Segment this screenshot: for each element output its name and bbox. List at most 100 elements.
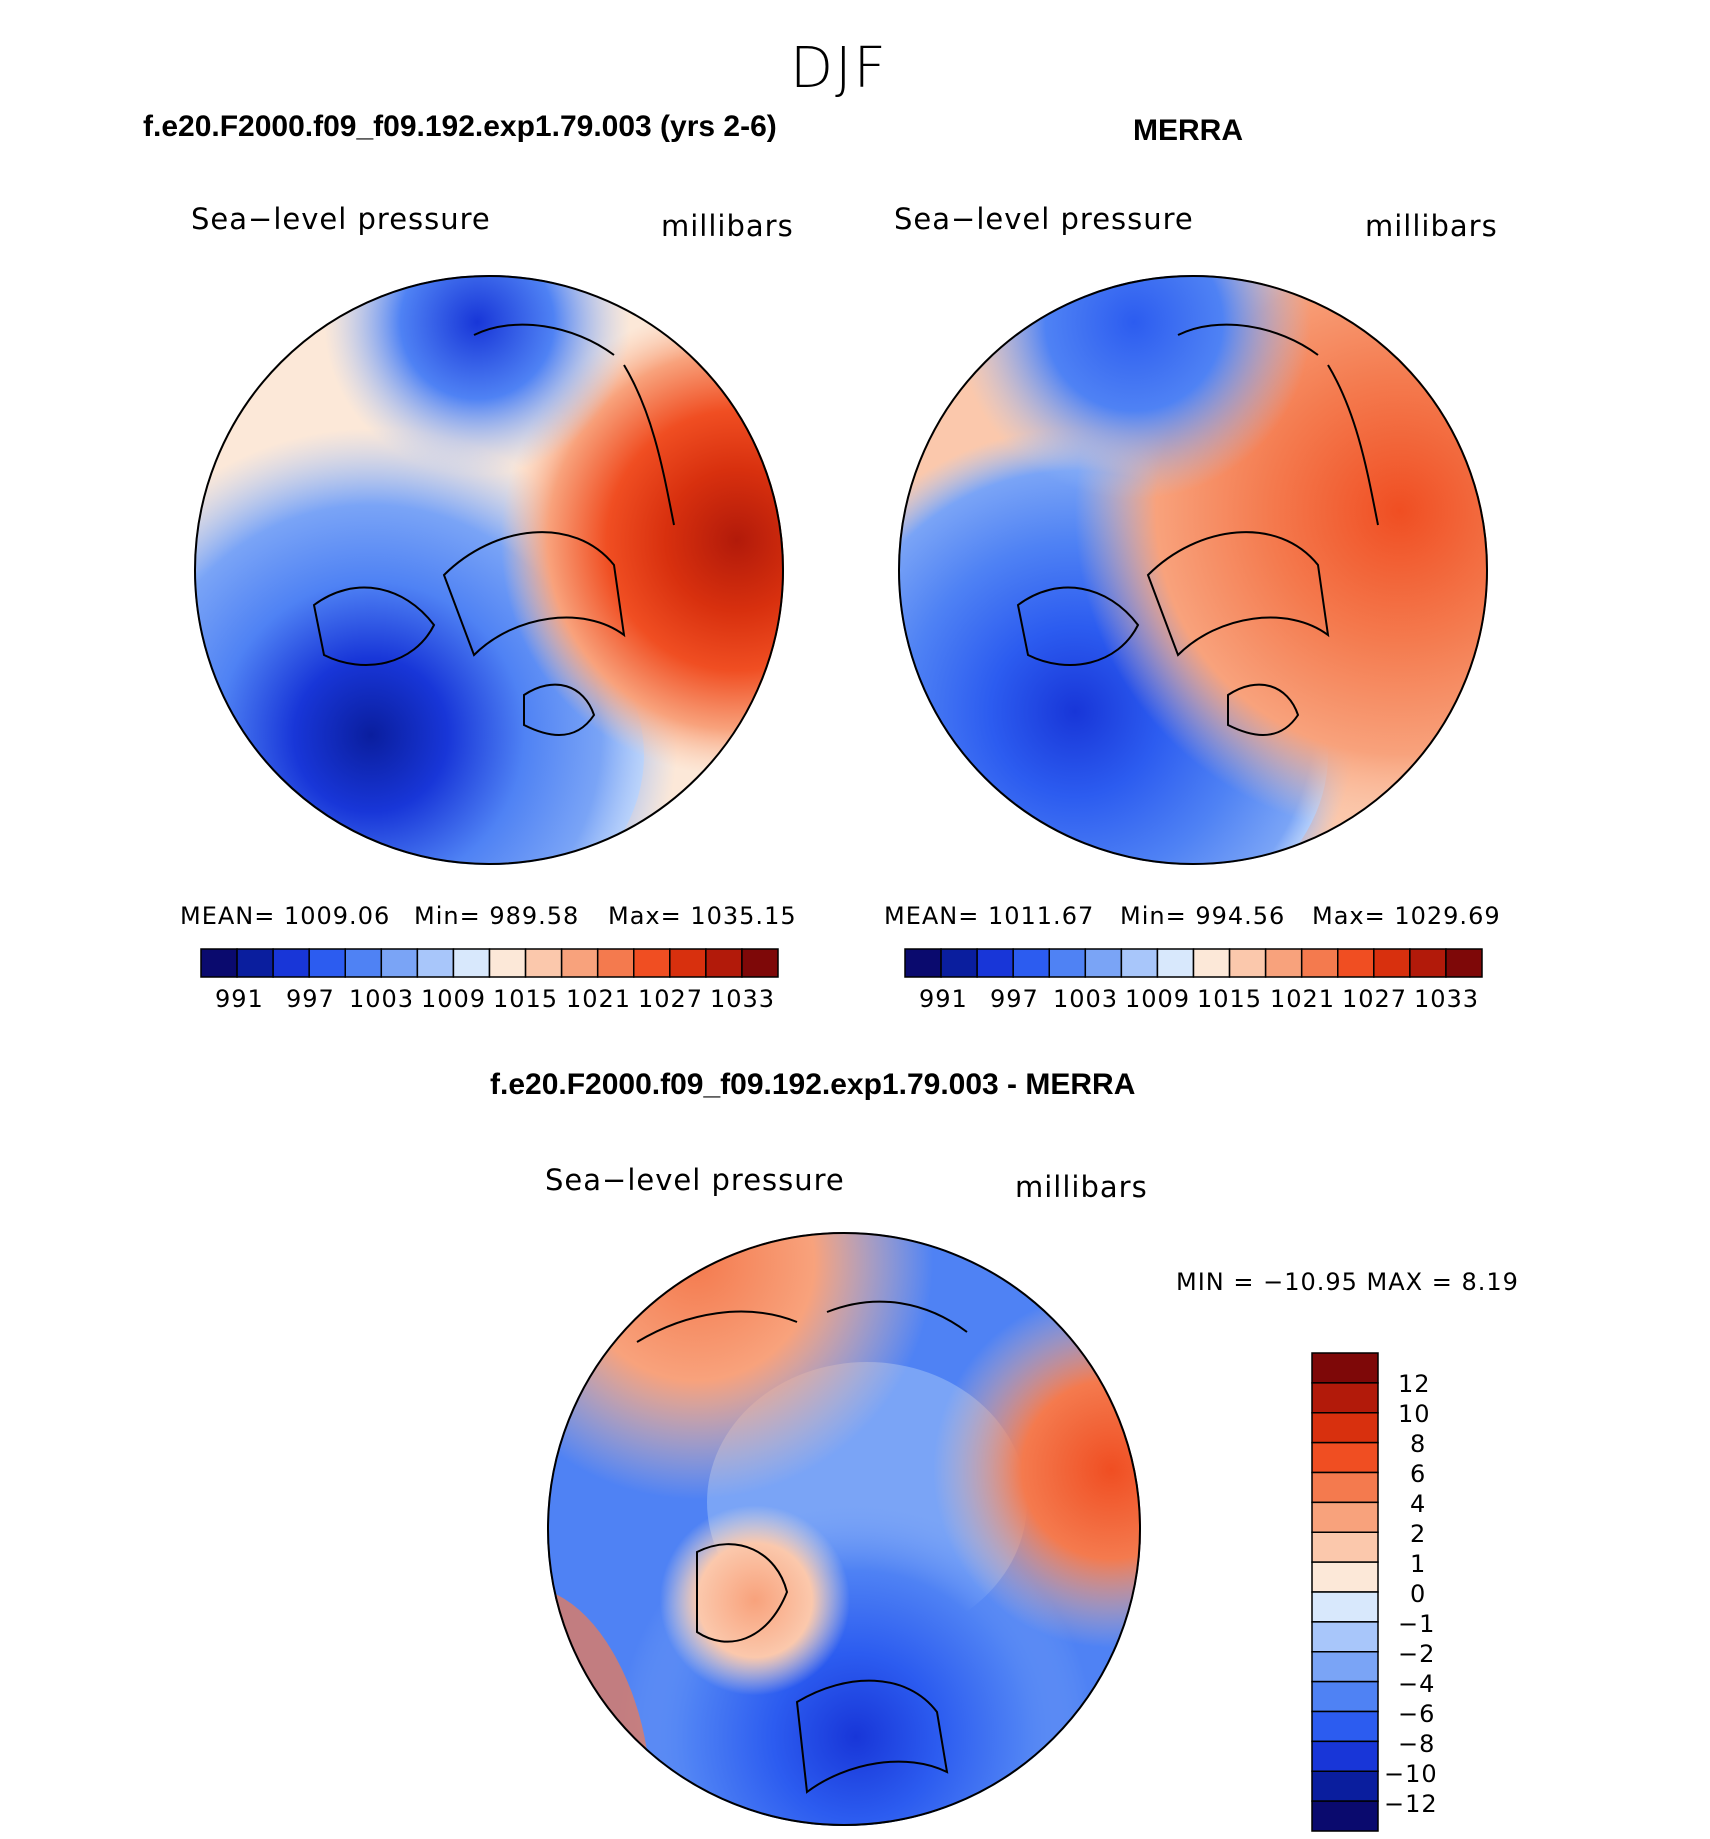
difference-colorbar-swatch [1311,1740,1379,1773]
merra-colorbar-swatch [1012,948,1051,978]
merra-colorbar-swatch [1264,948,1303,978]
merra-variable-label: Sea−level pressure [894,202,1194,236]
difference-colorbar-tick: 2 [1410,1520,1427,1548]
merra-polar-map [898,275,1488,865]
merra-units-label: millibars [1365,209,1498,243]
difference-colorbar-tick: −10 [1384,1760,1438,1788]
difference-colorbar-tick: −12 [1384,1790,1438,1818]
difference-colorbar-tick: −2 [1398,1640,1436,1668]
difference-colorbar-swatch [1311,1501,1379,1534]
merra-min-value: Min= 994.56 [1120,902,1286,930]
merra-colorbar-swatch [1300,948,1339,978]
model-colorbar-swatch [380,948,419,978]
difference-colorbar-swatch [1311,1352,1379,1384]
model-panel-title: f.e20.F2000.f09_f09.192.exp1.79.003 (yrs… [143,110,777,143]
merra-colorbar-tick: 1021 [1270,985,1336,1013]
difference-colorbar-swatch [1311,1770,1379,1802]
difference-colorbar-tick: −4 [1398,1670,1436,1698]
model-colorbar-tick: 1009 [421,985,487,1013]
merra-colorbar-swatch [1192,948,1231,978]
difference-colorbar-swatch [1311,1591,1379,1623]
merra-colorbar-swatch [1228,948,1267,978]
difference-colorbar-swatch [1311,1471,1379,1504]
model-colorbar-tick: 1015 [493,985,559,1013]
merra-colorbar-swatch [1337,948,1375,978]
model-colorbar-swatch [633,948,671,978]
difference-colorbar-swatch [1311,1382,1379,1414]
model-colorbar [200,948,779,978]
merra-colorbar-tick: 991 [919,985,968,1013]
model-colorbar-swatch [416,948,455,978]
merra-panel-title: MERRA [1133,114,1243,147]
difference-colorbar-swatch [1311,1680,1379,1713]
difference-colorbar-tick: 0 [1410,1580,1427,1608]
model-colorbar-tick: 1033 [710,985,776,1013]
model-min-value: Min= 989.58 [414,902,580,930]
merra-colorbar-tick: 997 [990,985,1039,1013]
difference-colorbar-tick: 10 [1398,1400,1431,1428]
difference-colorbar-tick: 8 [1410,1430,1427,1458]
difference-colorbar-tick: −8 [1398,1730,1436,1758]
difference-colorbar-tick: 12 [1398,1370,1431,1398]
merra-colorbar-swatch [1445,948,1483,978]
model-colorbar-swatch [308,948,347,978]
model-colorbar-swatch [452,948,491,978]
difference-polar-map [547,1232,1141,1826]
merra-colorbar-tick: 1027 [1342,985,1408,1013]
model-polar-map [194,275,784,865]
difference-variable-label: Sea−level pressure [545,1163,845,1197]
difference-minmax-value: MIN = −10.95 MAX = 8.19 [1176,1268,1519,1296]
difference-colorbar-swatch [1311,1651,1379,1683]
merra-colorbar-swatch [940,948,978,978]
difference-colorbar-swatch [1311,1561,1379,1593]
difference-colorbar-swatch [1311,1412,1379,1444]
merra-colorbar-tick: 1033 [1414,985,1480,1013]
merra-mean-value: MEAN= 1011.67 [884,902,1095,930]
difference-colorbar-tick: 1 [1410,1550,1427,1578]
model-colorbar-tick: 997 [286,985,335,1013]
difference-colorbar-swatch [1311,1710,1379,1743]
model-units-label: millibars [661,209,794,243]
merra-colorbar-swatch [1373,948,1411,978]
model-colorbar-swatch [669,948,707,978]
model-colorbar-swatch [272,948,310,978]
model-mean-value: MEAN= 1009.06 [180,902,391,930]
merra-colorbar-swatch [1409,948,1447,978]
merra-colorbar-swatch [1156,948,1195,978]
merra-colorbar-swatch [1084,948,1123,978]
model-colorbar-tick: 991 [215,985,264,1013]
merra-colorbar-tick: 1009 [1125,985,1191,1013]
difference-colorbar-tick: 6 [1410,1460,1427,1488]
difference-units-label: millibars [1015,1170,1148,1204]
difference-colorbar-tick: −6 [1398,1700,1436,1728]
difference-panel-title: f.e20.F2000.f09_f09.192.exp1.79.003 - ME… [490,1068,1136,1101]
merra-colorbar-tick: 1015 [1197,985,1263,1013]
model-colorbar-tick: 1003 [349,985,415,1013]
difference-colorbar-swatch [1311,1800,1379,1832]
merra-colorbar-swatch [1048,948,1087,978]
merra-colorbar-swatch [1120,948,1159,978]
model-colorbar-swatch [488,948,527,978]
model-colorbar-swatch [200,948,238,978]
model-colorbar-swatch [596,948,635,978]
difference-colorbar-swatch [1311,1621,1379,1653]
merra-max-value: Max= 1029.69 [1312,902,1501,930]
model-variable-label: Sea−level pressure [191,202,491,236]
season-title: DJF [790,36,888,101]
model-colorbar-tick: 1027 [638,985,704,1013]
model-colorbar-tick: 1021 [566,985,632,1013]
difference-colorbar-swatch [1311,1531,1379,1563]
merra-colorbar-tick: 1003 [1053,985,1119,1013]
model-colorbar-swatch [344,948,383,978]
model-colorbar-swatch [560,948,599,978]
difference-colorbar-tick: −1 [1398,1610,1436,1638]
difference-colorbar-swatch [1311,1441,1379,1474]
merra-colorbar-swatch [904,948,942,978]
model-colorbar-swatch [741,948,779,978]
model-max-value: Max= 1035.15 [608,902,797,930]
model-colorbar-swatch [705,948,743,978]
difference-colorbar [1311,1352,1379,1832]
model-colorbar-swatch [524,948,563,978]
model-colorbar-swatch [236,948,274,978]
merra-colorbar [904,948,1483,978]
